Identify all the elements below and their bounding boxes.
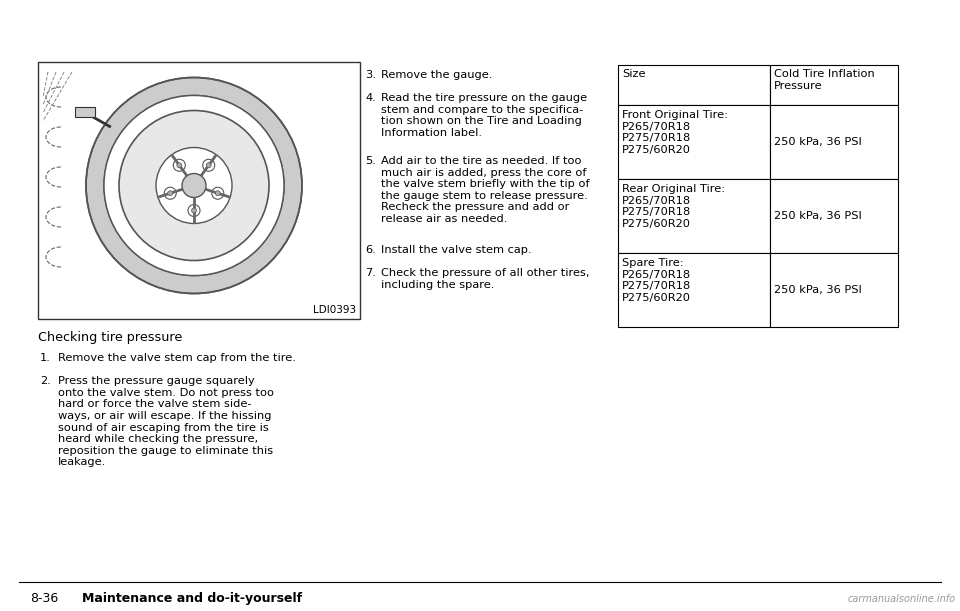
FancyBboxPatch shape bbox=[75, 107, 95, 117]
Text: Read the tire pressure on the gauge
stem and compare to the specifica-
tion show: Read the tire pressure on the gauge stem… bbox=[381, 93, 588, 138]
Text: 4.: 4. bbox=[365, 93, 375, 103]
Text: Install the valve stem cap.: Install the valve stem cap. bbox=[381, 245, 532, 255]
Bar bbox=[770, 105, 898, 179]
Circle shape bbox=[215, 191, 220, 196]
Text: 8-36: 8-36 bbox=[30, 592, 59, 605]
Text: 6.: 6. bbox=[365, 245, 375, 255]
Text: Remove the gauge.: Remove the gauge. bbox=[381, 70, 492, 80]
Text: 250 kPa, 36 PSI: 250 kPa, 36 PSI bbox=[774, 211, 862, 221]
Text: Remove the valve stem cap from the tire.: Remove the valve stem cap from the tire. bbox=[58, 353, 296, 363]
Text: Front Original Tire:
P265/70R18
P275/70R18
P275/60R20: Front Original Tire: P265/70R18 P275/70R… bbox=[622, 110, 728, 155]
Text: Add air to the tire as needed. If too
much air is added, press the core of
the v: Add air to the tire as needed. If too mu… bbox=[381, 156, 589, 224]
Text: 5.: 5. bbox=[365, 156, 376, 166]
Bar bbox=[770, 253, 898, 327]
Text: Maintenance and do-it-yourself: Maintenance and do-it-yourself bbox=[82, 592, 302, 605]
Circle shape bbox=[104, 95, 284, 276]
Circle shape bbox=[156, 147, 232, 224]
Bar bbox=[618, 253, 770, 327]
Text: LDI0393: LDI0393 bbox=[313, 305, 356, 315]
Bar bbox=[618, 105, 770, 179]
Circle shape bbox=[191, 208, 197, 213]
Text: Size: Size bbox=[622, 69, 645, 79]
Circle shape bbox=[164, 187, 177, 199]
Circle shape bbox=[188, 205, 200, 216]
Text: Spare Tire:
P265/70R18
P275/70R18
P275/60R20: Spare Tire: P265/70R18 P275/70R18 P275/6… bbox=[622, 258, 691, 303]
Text: 7.: 7. bbox=[365, 268, 376, 279]
Text: carmanualsonline.info: carmanualsonline.info bbox=[848, 594, 956, 604]
Circle shape bbox=[174, 159, 185, 171]
Circle shape bbox=[206, 163, 211, 168]
Bar bbox=[38, 62, 360, 319]
Text: 3.: 3. bbox=[365, 70, 376, 80]
Bar bbox=[770, 179, 898, 253]
Bar bbox=[618, 179, 770, 253]
Text: Cold Tire Inflation
Pressure: Cold Tire Inflation Pressure bbox=[774, 69, 875, 90]
Circle shape bbox=[168, 191, 173, 196]
Circle shape bbox=[182, 174, 206, 197]
Text: 250 kPa, 36 PSI: 250 kPa, 36 PSI bbox=[774, 285, 862, 295]
Circle shape bbox=[119, 111, 269, 260]
Text: 250 kPa, 36 PSI: 250 kPa, 36 PSI bbox=[774, 137, 862, 147]
Text: Press the pressure gauge squarely
onto the valve stem. Do not press too
hard or : Press the pressure gauge squarely onto t… bbox=[58, 376, 274, 467]
Text: 2.: 2. bbox=[40, 376, 51, 386]
Text: Checking tire pressure: Checking tire pressure bbox=[38, 331, 182, 344]
Bar bbox=[770, 65, 898, 105]
Bar bbox=[618, 65, 770, 105]
Text: 1.: 1. bbox=[40, 353, 51, 363]
Text: Rear Original Tire:
P265/70R18
P275/70R18
P275/60R20: Rear Original Tire: P265/70R18 P275/70R1… bbox=[622, 184, 725, 229]
Circle shape bbox=[212, 187, 224, 199]
Circle shape bbox=[203, 159, 215, 171]
Circle shape bbox=[177, 163, 181, 168]
Text: Check the pressure of all other tires,
including the spare.: Check the pressure of all other tires, i… bbox=[381, 268, 589, 290]
